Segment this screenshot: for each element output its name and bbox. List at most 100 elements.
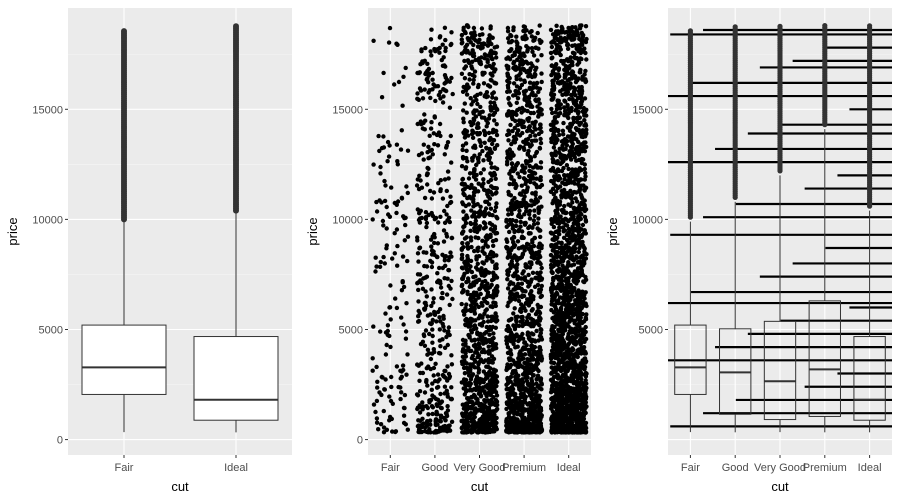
data-point bbox=[527, 428, 532, 433]
data-point bbox=[549, 178, 554, 184]
data-point bbox=[477, 403, 482, 408]
data-point bbox=[549, 243, 554, 248]
data-point bbox=[480, 148, 485, 154]
data-point bbox=[482, 41, 487, 47]
data-point bbox=[436, 220, 441, 225]
outlier-point bbox=[121, 28, 127, 35]
data-point bbox=[371, 324, 376, 329]
data-point bbox=[426, 144, 431, 149]
data-point bbox=[535, 221, 540, 226]
data-point bbox=[423, 328, 429, 333]
data-point bbox=[385, 159, 390, 164]
data-point bbox=[469, 31, 474, 36]
data-point bbox=[525, 45, 531, 51]
data-point bbox=[483, 419, 488, 424]
data-point bbox=[583, 370, 589, 376]
data-point bbox=[523, 300, 529, 306]
data-point bbox=[440, 265, 445, 271]
data-point bbox=[492, 224, 498, 229]
data-point bbox=[520, 304, 526, 309]
data-point bbox=[539, 381, 544, 386]
data-point bbox=[430, 327, 435, 332]
data-point bbox=[479, 349, 485, 355]
data-point bbox=[465, 159, 470, 164]
data-point bbox=[395, 243, 400, 249]
data-point bbox=[441, 94, 446, 99]
data-point bbox=[516, 403, 521, 409]
data-point bbox=[487, 332, 492, 337]
data-point bbox=[524, 369, 530, 374]
data-point bbox=[537, 260, 542, 265]
data-point bbox=[468, 258, 474, 264]
data-point bbox=[564, 223, 570, 228]
data-point bbox=[531, 38, 536, 43]
data-point bbox=[382, 178, 387, 184]
data-point bbox=[576, 229, 581, 234]
x-axis-title: cut bbox=[171, 479, 189, 494]
data-point bbox=[429, 303, 434, 309]
data-point bbox=[485, 314, 490, 319]
data-point bbox=[468, 228, 473, 233]
data-point bbox=[471, 116, 476, 122]
data-point bbox=[532, 392, 537, 397]
data-point bbox=[424, 404, 429, 409]
data-point bbox=[417, 246, 422, 251]
data-point bbox=[530, 238, 535, 243]
data-point bbox=[492, 69, 497, 74]
data-point bbox=[429, 196, 435, 201]
data-point bbox=[488, 206, 494, 211]
data-point bbox=[538, 175, 543, 180]
data-point bbox=[504, 327, 509, 333]
data-point bbox=[495, 107, 500, 112]
data-point bbox=[575, 301, 580, 306]
data-point bbox=[579, 134, 584, 139]
data-point bbox=[548, 252, 554, 258]
data-point bbox=[428, 37, 434, 42]
data-point bbox=[467, 195, 472, 200]
data-point bbox=[527, 85, 533, 91]
data-point bbox=[481, 181, 486, 186]
data-point bbox=[566, 260, 571, 265]
data-point bbox=[417, 216, 423, 221]
data-point bbox=[512, 195, 517, 201]
data-point bbox=[448, 42, 453, 48]
data-point bbox=[480, 426, 485, 431]
data-point bbox=[469, 244, 474, 250]
data-point bbox=[491, 291, 496, 296]
data-point bbox=[435, 47, 440, 52]
data-point bbox=[431, 249, 436, 254]
data-point bbox=[464, 148, 469, 153]
data-point bbox=[386, 154, 392, 159]
data-point bbox=[485, 83, 491, 88]
data-point bbox=[381, 223, 386, 228]
data-point bbox=[486, 349, 491, 354]
data-point bbox=[535, 30, 540, 36]
data-point bbox=[473, 265, 479, 270]
data-point bbox=[374, 398, 380, 404]
data-point bbox=[422, 333, 427, 339]
data-point bbox=[463, 427, 469, 432]
data-point bbox=[467, 399, 473, 405]
data-point bbox=[387, 333, 392, 339]
data-point bbox=[478, 44, 483, 49]
data-point bbox=[377, 148, 382, 154]
data-point bbox=[510, 408, 515, 414]
data-point bbox=[531, 367, 536, 373]
data-point bbox=[428, 422, 433, 427]
data-point bbox=[437, 425, 443, 430]
data-point bbox=[464, 401, 469, 406]
data-point bbox=[489, 165, 494, 170]
data-point bbox=[398, 147, 404, 152]
data-point bbox=[506, 212, 511, 217]
data-point bbox=[486, 338, 491, 343]
data-point bbox=[506, 192, 512, 197]
data-point bbox=[435, 397, 441, 402]
data-point bbox=[520, 372, 526, 377]
data-point bbox=[487, 113, 492, 118]
data-point bbox=[490, 141, 495, 147]
data-point bbox=[461, 25, 466, 30]
data-point bbox=[401, 322, 406, 327]
data-point bbox=[516, 228, 521, 234]
data-point bbox=[474, 429, 479, 434]
data-point bbox=[525, 128, 530, 134]
